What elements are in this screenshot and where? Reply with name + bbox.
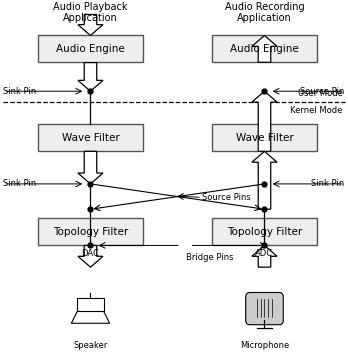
Polygon shape: [78, 151, 103, 184]
Text: Source Pins: Source Pins: [202, 193, 251, 202]
FancyBboxPatch shape: [212, 35, 317, 62]
Text: Sink Pin: Sink Pin: [3, 180, 37, 188]
Text: Sink Pin: Sink Pin: [3, 87, 37, 96]
Polygon shape: [78, 63, 103, 91]
Text: Speaker: Speaker: [73, 341, 108, 350]
Text: Audio Engine: Audio Engine: [230, 44, 299, 54]
Text: Audio Playback
Application: Audio Playback Application: [53, 2, 128, 24]
Text: Kernel Mode: Kernel Mode: [290, 106, 343, 115]
FancyBboxPatch shape: [38, 124, 143, 151]
Polygon shape: [252, 35, 277, 62]
Text: Wave Filter: Wave Filter: [236, 132, 293, 143]
FancyBboxPatch shape: [212, 124, 317, 151]
Polygon shape: [252, 91, 277, 151]
Text: Wave Filter: Wave Filter: [62, 132, 119, 143]
FancyBboxPatch shape: [38, 35, 143, 62]
Polygon shape: [252, 245, 277, 267]
Text: Topology Filter: Topology Filter: [53, 227, 128, 237]
FancyBboxPatch shape: [246, 292, 283, 325]
FancyBboxPatch shape: [212, 218, 317, 245]
Text: Topology Filter: Topology Filter: [227, 227, 302, 237]
Polygon shape: [71, 311, 110, 323]
Text: Sink Pin: Sink Pin: [311, 180, 345, 188]
Text: Audio Engine: Audio Engine: [56, 44, 125, 54]
Text: Bridge Pins: Bridge Pins: [186, 253, 234, 261]
Text: Audio Recording
Application: Audio Recording Application: [225, 2, 304, 24]
Text: DAC: DAC: [81, 249, 100, 258]
Polygon shape: [252, 151, 277, 209]
Polygon shape: [78, 14, 103, 35]
Text: Source Pin: Source Pin: [300, 87, 345, 96]
Text: Microphone: Microphone: [240, 341, 289, 350]
Polygon shape: [78, 245, 103, 267]
Text: User Mode: User Mode: [298, 89, 343, 98]
Text: ADC: ADC: [255, 249, 274, 258]
Polygon shape: [77, 298, 104, 311]
FancyBboxPatch shape: [38, 218, 143, 245]
